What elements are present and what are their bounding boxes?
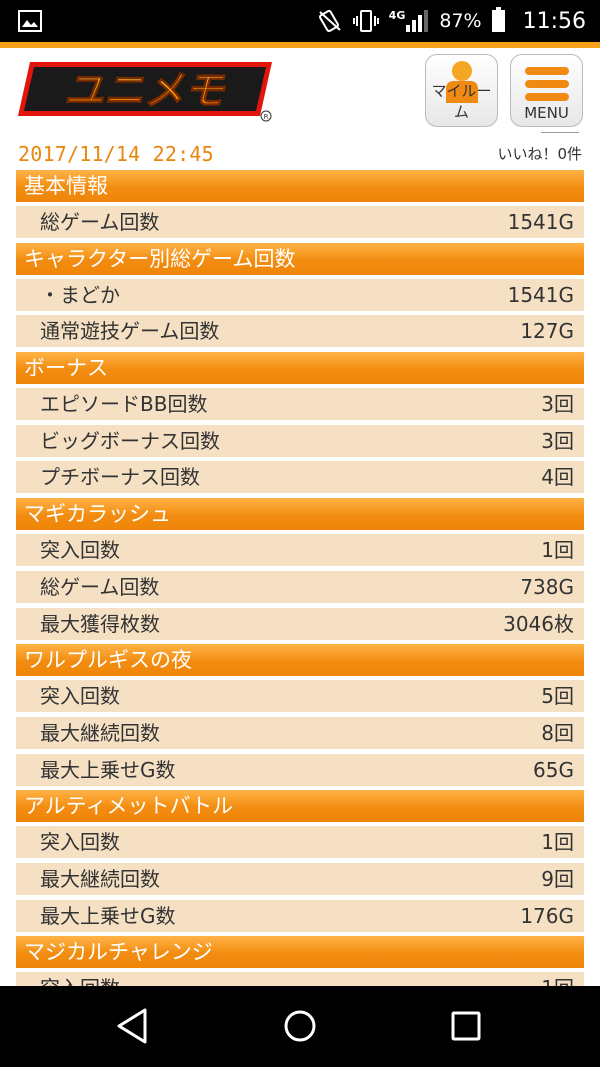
stat-label: 通常遊技ゲーム回数 bbox=[40, 319, 220, 344]
stat-label: ・まどか bbox=[40, 282, 120, 307]
section-header: ボーナス bbox=[16, 352, 584, 385]
section-header: マギカラッシュ bbox=[16, 498, 584, 531]
stat-label: プチボーナス回数 bbox=[40, 465, 200, 490]
stat-value: 1541G bbox=[507, 210, 574, 234]
header-accent-line bbox=[0, 42, 600, 48]
stat-row: プチボーナス回数 4回 bbox=[16, 461, 584, 494]
back-icon[interactable] bbox=[113, 1006, 153, 1046]
stat-value: 1回 bbox=[541, 538, 574, 563]
stat-label: 突入回数 bbox=[40, 830, 120, 855]
image-icon bbox=[18, 10, 42, 32]
stat-row: ビッグボーナス回数 3回 bbox=[16, 424, 584, 457]
stat-row: 総ゲーム回数 1541G bbox=[16, 206, 584, 238]
no-touch-icon bbox=[318, 9, 341, 33]
stat-row: 突入回数 5回 bbox=[16, 680, 584, 713]
section-header: アルティメットバトル bbox=[16, 790, 584, 823]
stat-value: 1541G bbox=[507, 282, 574, 307]
stat-row: エピソードBB回数 3回 bbox=[16, 388, 584, 421]
stat-label: 総ゲーム回数 bbox=[40, 574, 160, 599]
stat-row: 最大上乗せG数 176G bbox=[16, 899, 584, 932]
myroom-button[interactable]: マイルーム bbox=[425, 54, 498, 127]
stat-label: エピソードBB回数 bbox=[40, 392, 208, 417]
signal-icon bbox=[406, 10, 429, 32]
stat-value: 65G bbox=[533, 757, 574, 782]
divider bbox=[541, 132, 579, 133]
stat-value: 5回 bbox=[541, 684, 574, 709]
section-header: マジカルチャレンジ bbox=[16, 936, 584, 969]
stat-label: 最大上乗せG数 bbox=[40, 757, 176, 782]
stat-row: 最大継続回数 8回 bbox=[16, 716, 584, 749]
unimemo-logo[interactable]: ユニメモ R bbox=[16, 60, 274, 122]
home-icon[interactable] bbox=[280, 1006, 320, 1046]
stat-row: 突入回数 1回 bbox=[16, 826, 584, 859]
menu-label: MENU bbox=[524, 104, 569, 122]
stat-value: 4回 bbox=[541, 465, 574, 490]
stat-row: 最大獲得枚数 3046枚 bbox=[16, 607, 584, 640]
stat-value: 9回 bbox=[541, 866, 574, 891]
stat-value: 3回 bbox=[541, 428, 574, 453]
like-count[interactable]: いいね！0件 bbox=[497, 145, 582, 163]
stat-value: 3046枚 bbox=[503, 611, 574, 636]
svg-text:R: R bbox=[264, 113, 269, 121]
myroom-label: マイルーム bbox=[431, 82, 492, 121]
stat-label: 最大上乗せG数 bbox=[40, 903, 176, 928]
status-bar: 4G 87% 11:56 bbox=[0, 0, 600, 42]
stat-row: 総ゲーム回数 738G bbox=[16, 570, 584, 603]
network-type: 4G bbox=[388, 8, 406, 22]
stat-value: 127G bbox=[520, 319, 574, 344]
section-header: 基本情報 bbox=[16, 170, 584, 202]
section-header: ワルプルギスの夜 bbox=[16, 644, 584, 677]
stat-label: 突入回数 bbox=[40, 538, 120, 563]
logo-text: ユニメモ bbox=[64, 68, 226, 114]
post-datetime: 2017/11/14 22:45 bbox=[18, 142, 214, 166]
vibrate-icon bbox=[352, 10, 379, 32]
menu-button[interactable]: MENU bbox=[510, 54, 583, 127]
stat-value: 738G bbox=[520, 574, 574, 599]
stat-label: 最大継続回数 bbox=[40, 866, 160, 891]
recents-icon[interactable] bbox=[446, 1006, 486, 1046]
stat-value: 3回 bbox=[541, 392, 574, 417]
stat-row: 通常遊技ゲーム回数 127G bbox=[16, 315, 584, 348]
battery-icon bbox=[491, 7, 505, 32]
stats-list: 基本情報 総ゲーム回数 1541G キャラクター別総ゲーム回数 ・まどか 154… bbox=[16, 170, 584, 1009]
post-meta: 2017/11/14 22:45 いいね！0件 bbox=[18, 140, 582, 168]
stat-label: 最大獲得枚数 bbox=[40, 611, 160, 636]
stat-row: 最大継続回数 9回 bbox=[16, 862, 584, 895]
stat-value: 8回 bbox=[541, 720, 574, 745]
system-nav-bar bbox=[0, 986, 600, 1067]
stat-label: 総ゲーム回数 bbox=[40, 210, 160, 234]
stat-label: ビッグボーナス回数 bbox=[40, 428, 220, 453]
stat-row: 最大上乗せG数 65G bbox=[16, 753, 584, 786]
stat-label: 最大継続回数 bbox=[40, 720, 160, 745]
stat-label: 突入回数 bbox=[40, 684, 120, 709]
stat-row: ・まどか 1541G bbox=[16, 278, 584, 311]
clock: 11:56 bbox=[522, 8, 586, 34]
stat-value: 1回 bbox=[541, 830, 574, 855]
hamburger-icon bbox=[525, 67, 569, 103]
battery-percent: 87% bbox=[439, 10, 482, 32]
stat-row: 突入回数 1回 bbox=[16, 534, 584, 567]
person-icon bbox=[446, 61, 478, 103]
section-header: キャラクター別総ゲーム回数 bbox=[16, 242, 584, 275]
app-header: ユニメモ R マイルーム MENU bbox=[0, 48, 600, 134]
stat-value: 176G bbox=[520, 903, 574, 928]
